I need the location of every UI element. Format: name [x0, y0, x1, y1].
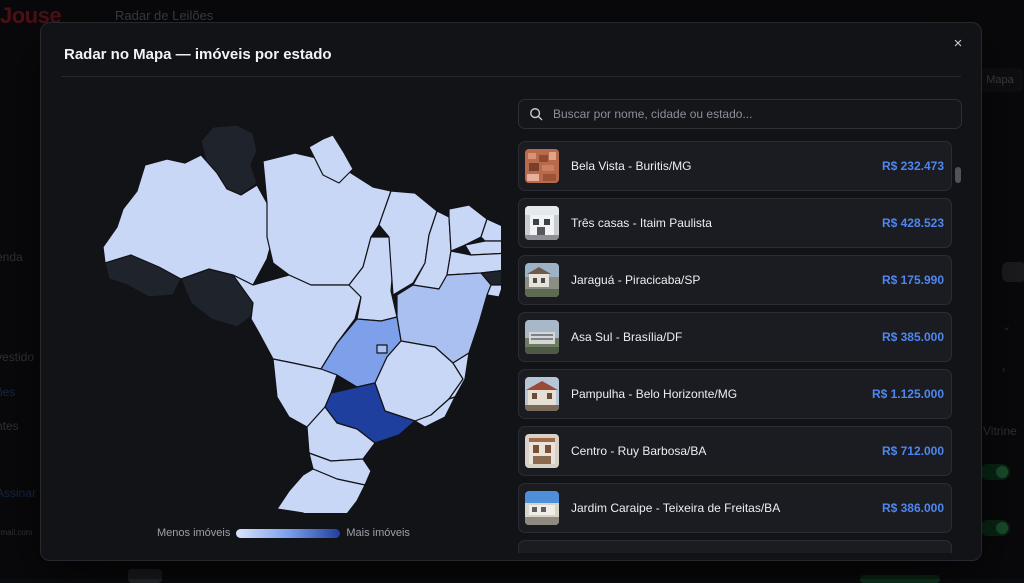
- listing-price: R$ 1.125.000: [872, 387, 944, 401]
- list-scrollbar[interactable]: [955, 167, 961, 183]
- listing-name: Jardim Caraipe - Teixeira de Freitas/BA: [571, 501, 882, 515]
- listing-name: Centro - Ruy Barbosa/BA: [571, 444, 882, 458]
- modal-title: Radar no Mapa — imóveis por estado: [64, 46, 332, 63]
- listing-thumbnail: [525, 491, 559, 525]
- listing-item[interactable]: Centro - Ruy Barbosa/BA R$ 712.000: [518, 426, 952, 476]
- header-divider: [61, 76, 961, 77]
- listing-item[interactable]: Três casas - Itaim Paulista R$ 428.523: [518, 198, 952, 248]
- search-input[interactable]: [551, 106, 961, 122]
- listing-price: R$ 428.523: [882, 216, 944, 230]
- listing-thumbnail: [525, 149, 559, 183]
- listing-thumbnail: [525, 263, 559, 297]
- map-legend: Menos imóveis Mais imóveis: [157, 527, 410, 539]
- listing-name: Asa Sul - Brasília/DF: [571, 330, 882, 344]
- listing-item[interactable]: Asa Sul - Brasília/DF R$ 385.000: [518, 312, 952, 362]
- map-modal: Radar no Mapa — imóveis por estado ×: [40, 22, 982, 561]
- search-box[interactable]: [518, 99, 962, 129]
- listing-name: Três casas - Itaim Paulista: [571, 216, 882, 230]
- listing-thumbnail: [525, 320, 559, 354]
- brazil-map-svg: [61, 93, 501, 513]
- listing-thumbnail: [525, 434, 559, 468]
- search-icon: [529, 107, 543, 121]
- listing-thumbnail: [525, 377, 559, 411]
- legend-gradient: [236, 529, 340, 538]
- listing-price: R$ 232.473: [882, 159, 944, 173]
- listing-item[interactable]: Pampulha - Belo Horizonte/MG R$ 1.125.00…: [518, 369, 952, 419]
- listing-name: Bela Vista - Buritis/MG: [571, 159, 882, 173]
- state-PB[interactable]: [465, 241, 501, 255]
- legend-max-label: Mais imóveis: [346, 527, 410, 539]
- listing-item[interactable]: Jardim Caraipe - Teixeira de Freitas/BA …: [518, 483, 952, 533]
- listing-item[interactable]: Jaraguá - Piracicaba/SP R$ 175.990: [518, 255, 952, 305]
- listing-price: R$ 712.000: [882, 444, 944, 458]
- listing-name: Jaraguá - Piracicaba/SP: [571, 273, 882, 287]
- listing-item[interactable]: Bela Vista - Buritis/MG R$ 232.473: [518, 141, 952, 191]
- state-DF[interactable]: [377, 345, 387, 353]
- listing-price: R$ 175.990: [882, 273, 944, 287]
- brazil-map[interactable]: [61, 93, 501, 513]
- listing-list[interactable]: Bela Vista - Buritis/MG R$ 232.473 Três …: [518, 141, 952, 553]
- listing-price: R$ 386.000: [882, 501, 944, 515]
- listing-name: Pampulha - Belo Horizonte/MG: [571, 387, 872, 401]
- modal-header: Radar no Mapa — imóveis por estado ×: [41, 23, 981, 77]
- listing-item[interactable]: [518, 540, 952, 553]
- close-icon[interactable]: ×: [949, 35, 967, 53]
- legend-min-label: Menos imóveis: [157, 527, 230, 539]
- listing-price: R$ 385.000: [882, 330, 944, 344]
- listing-thumbnail: [525, 206, 559, 240]
